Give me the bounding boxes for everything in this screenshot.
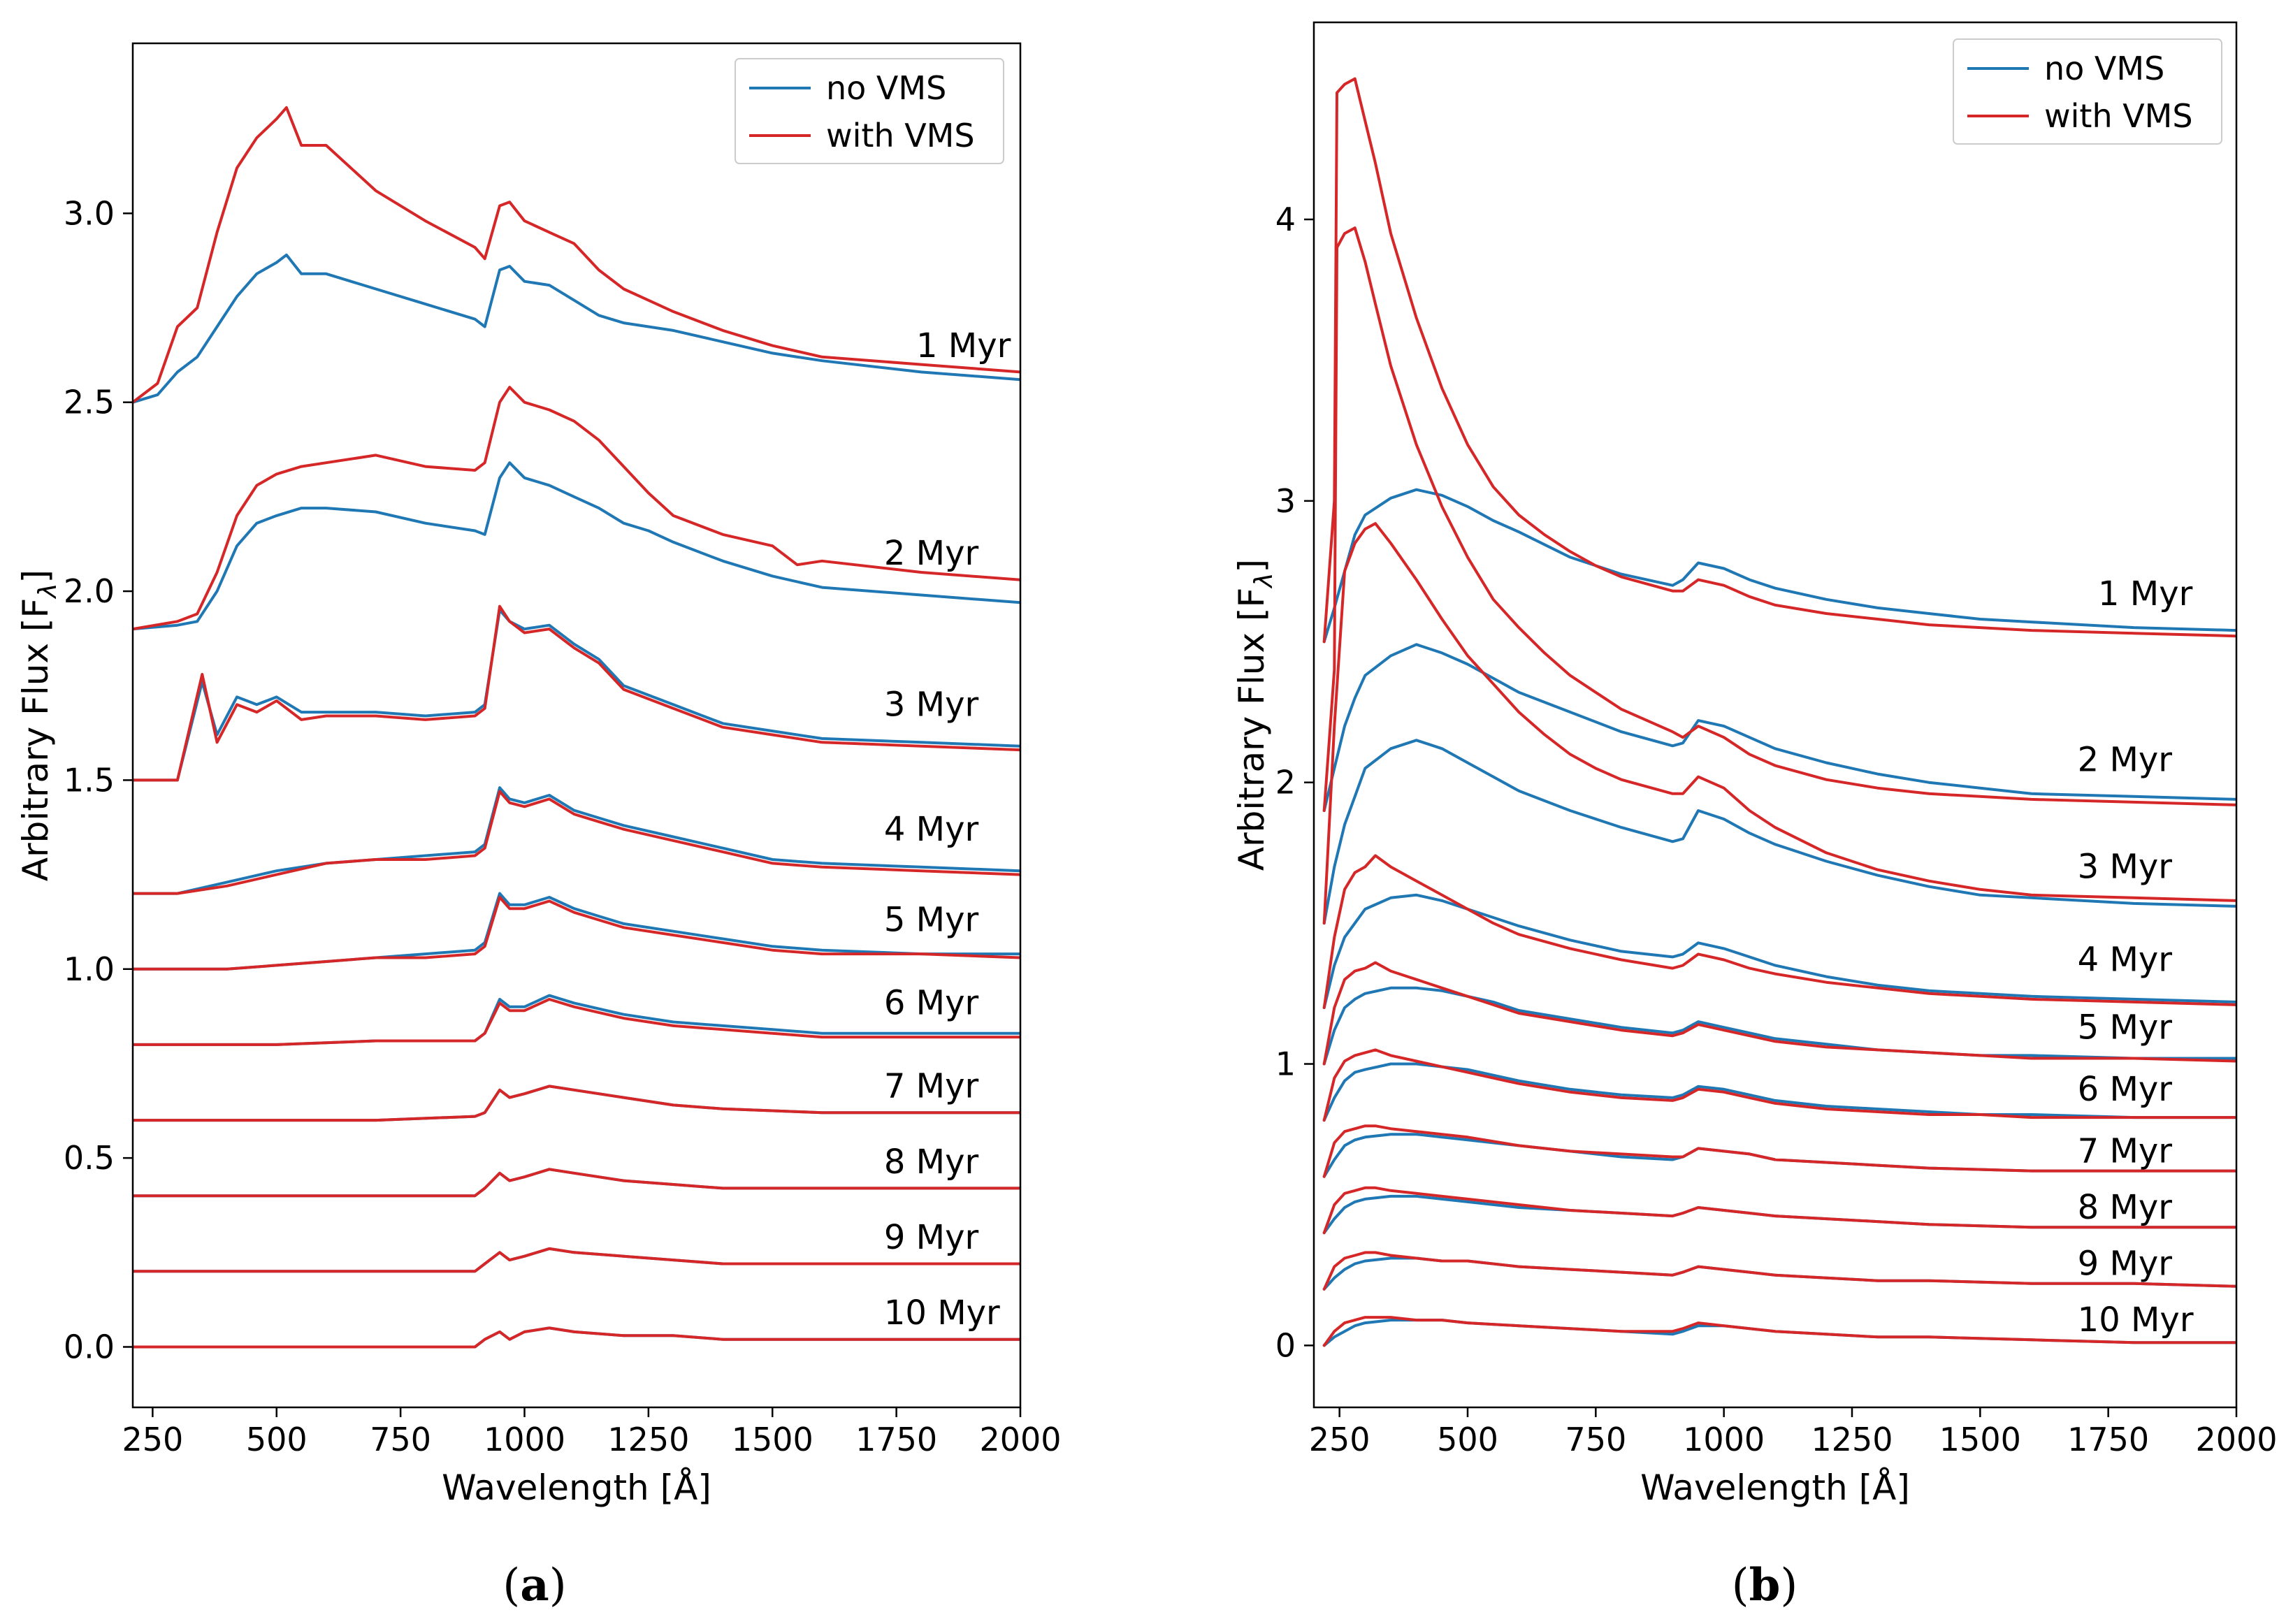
series-line-6-myr-with-vms <box>133 998 1020 1046</box>
x-tick-label: 1000 <box>1683 1421 1765 1458</box>
series-line-7-myr-with-vms <box>133 1085 1020 1122</box>
legend-label-with-vms: with VMS <box>826 117 975 154</box>
age-label: 5 Myr <box>884 901 979 940</box>
x-tick-label: 250 <box>122 1421 183 1458</box>
age-label: 6 Myr <box>2078 1070 2173 1109</box>
series-line-10-myr-with-vms <box>133 1326 1020 1349</box>
y-tick-label: 3.0 <box>64 194 115 232</box>
series-line-3-myr-with-vms <box>1322 522 2236 925</box>
y-tick-label: 0.5 <box>64 1139 115 1177</box>
x-tick-label: 1250 <box>1811 1421 1893 1458</box>
x-tick-label: 1250 <box>607 1421 689 1458</box>
y-tick-label: 2.0 <box>64 572 115 610</box>
panel-b: 250 500 750 1000 1250 1500 1750 2000 0 1 2 3 4 Wavele… <box>1231 21 2278 1611</box>
series-line-9-myr-with-vms <box>1322 1251 2236 1291</box>
series-line-4-myr-with-vms <box>1322 854 2236 1009</box>
series-group <box>1322 77 2236 1347</box>
age-label: 1 Myr <box>2098 574 2193 614</box>
series-line-5-myr-with-vms <box>1322 961 2236 1066</box>
y-axis-label: Arbitrary Flux [Fλ] <box>1231 559 1278 871</box>
age-label: 10 Myr <box>884 1293 1000 1333</box>
age-label: 7 Myr <box>884 1067 979 1106</box>
age-label: 8 Myr <box>884 1143 979 1182</box>
series-line-6-myr-with-vms <box>1322 1048 2236 1122</box>
x-tick-label: 1750 <box>2067 1421 2149 1458</box>
x-tick-label: 750 <box>370 1421 431 1458</box>
series-line-4-myr-no-vms <box>1322 893 2236 1009</box>
x-tick-label: 2000 <box>2195 1421 2277 1458</box>
axes-frame <box>1312 21 2238 1409</box>
series-line-6-myr-no-vms <box>1322 1062 2236 1122</box>
age-label: 6 Myr <box>884 984 979 1023</box>
y-tick-label: 0 <box>1275 1326 1296 1364</box>
y-tick-label: 1 <box>1275 1045 1296 1083</box>
series-line-4-myr-no-vms <box>133 786 1020 895</box>
series-line-4-myr-with-vms <box>133 790 1020 895</box>
y-tick-label: 3 <box>1275 482 1296 520</box>
x-axis-label: Wavelength [Å] <box>1640 1467 1910 1508</box>
age-label: 9 Myr <box>2078 1245 2173 1284</box>
x-tick-label: 1500 <box>1939 1421 2021 1458</box>
x-axis-label: Wavelength [Å] <box>442 1467 711 1508</box>
series-line-2-myr-no-vms <box>1322 643 2236 812</box>
series-line-2-myr-with-vms <box>1322 226 2236 812</box>
y-tick-label: 1.0 <box>64 950 115 988</box>
age-label: 9 Myr <box>884 1218 979 1257</box>
y-tick-label: 2.5 <box>64 384 115 421</box>
series-line-5-myr-with-vms <box>133 896 1020 971</box>
legend: no VMS with VMS <box>735 58 1004 164</box>
legend-label-with-vms: with VMS <box>2044 97 2193 135</box>
age-label: 3 Myr <box>884 685 979 724</box>
series-line-1-myr-no-vms <box>133 253 1020 404</box>
series-line-3-myr-no-vms <box>1322 739 2236 925</box>
x-tick-label: 750 <box>1565 1421 1626 1458</box>
series-line-3-myr-with-vms <box>133 604 1020 782</box>
series-line-8-myr-with-vms <box>1322 1186 2236 1235</box>
age-label: 4 Myr <box>884 810 979 849</box>
age-label: 4 Myr <box>2078 941 2173 980</box>
age-label: 2 Myr <box>884 534 979 573</box>
panel-caption: (b) <box>1732 1559 1798 1611</box>
age-label: 10 Myr <box>2078 1300 2194 1340</box>
legend-label-no-vms: no VMS <box>2044 50 2164 87</box>
age-label: 2 Myr <box>2078 741 2173 780</box>
legend: no VMS with VMS <box>1953 38 2222 145</box>
x-tick-label: 1500 <box>732 1421 813 1458</box>
series-line-2-myr-no-vms <box>133 461 1020 631</box>
axes-frame <box>131 42 1022 1409</box>
legend-box <box>735 58 1004 164</box>
panel-a: 250 500 750 1000 1250 1500 1750 2000 0.0 0.5 1.0 1.… <box>15 42 1062 1611</box>
x-tick-label: 1000 <box>484 1421 565 1458</box>
age-label: 3 Myr <box>2078 848 2173 887</box>
y-tick-label: 1.5 <box>64 761 115 799</box>
series-line-10-myr-with-vms <box>1322 1316 2236 1347</box>
legend-label-no-vms: no VMS <box>826 69 946 107</box>
series-line-8-myr-with-vms <box>133 1168 1020 1198</box>
x-tick-label: 250 <box>1309 1421 1370 1458</box>
age-label: 7 Myr <box>2078 1132 2173 1171</box>
series-group <box>133 106 1020 1349</box>
y-axis-label: Arbitrary Flux [Fλ] <box>15 570 62 881</box>
x-tick-label: 1750 <box>855 1421 937 1458</box>
series-line-1-myr-with-vms <box>133 106 1020 404</box>
legend-box <box>1953 38 2222 145</box>
age-label: 1 Myr <box>916 326 1011 365</box>
y-tick-label: 4 <box>1275 201 1296 238</box>
x-tick-label: 500 <box>246 1421 308 1458</box>
series-line-9-myr-with-vms <box>133 1247 1020 1273</box>
age-label: 8 Myr <box>2078 1188 2173 1227</box>
x-tick-label: 2000 <box>979 1421 1061 1458</box>
panel-caption: (a) <box>502 1559 566 1611</box>
y-tick-label: 0.0 <box>64 1328 115 1365</box>
series-line-1-myr-no-vms <box>1322 488 2236 644</box>
series-line-1-myr-with-vms <box>1322 77 2236 644</box>
series-line-7-myr-with-vms <box>1322 1124 2236 1178</box>
age-label: 5 Myr <box>2078 1008 2173 1047</box>
y-tick-label: 2 <box>1275 764 1296 802</box>
x-tick-label: 500 <box>1437 1421 1498 1458</box>
series-line-2-myr-with-vms <box>133 386 1020 631</box>
